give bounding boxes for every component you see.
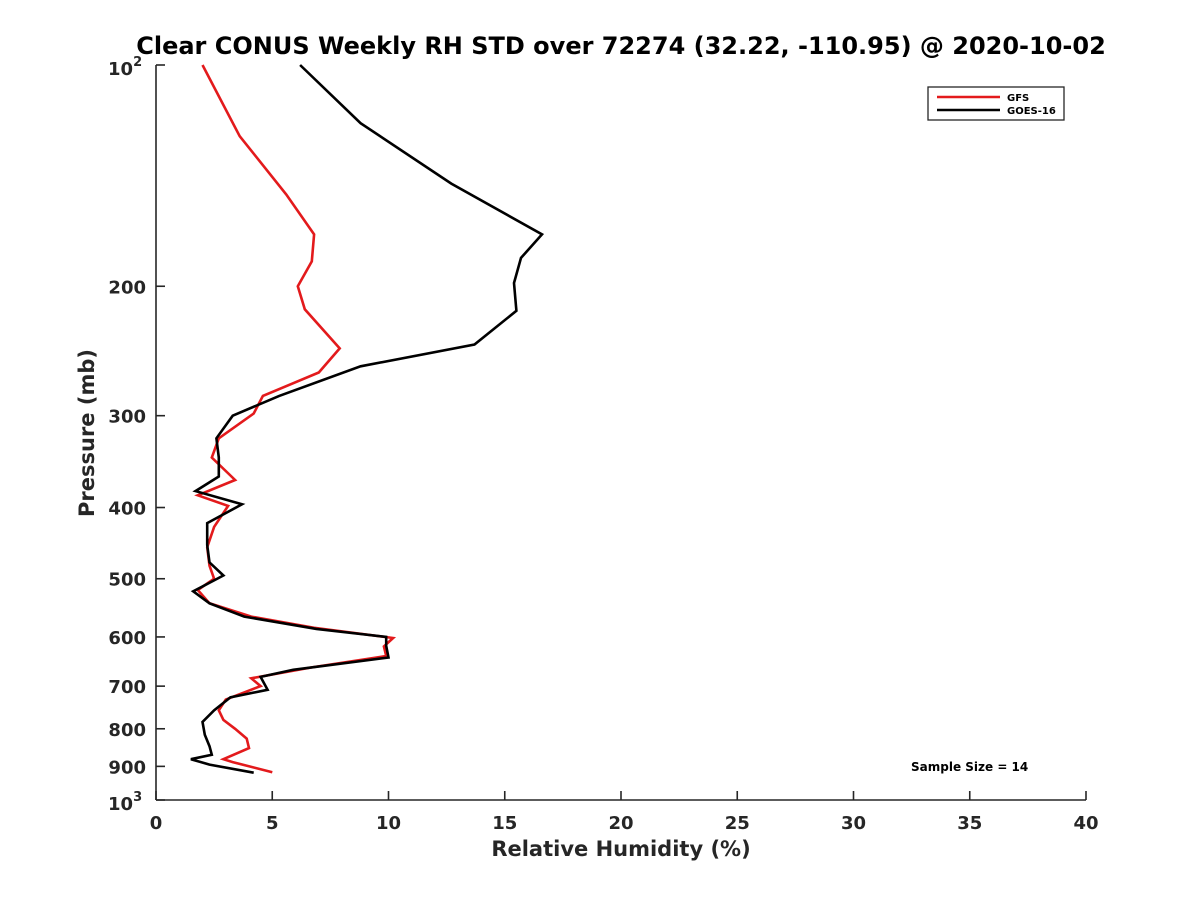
y-tick-label: 700	[108, 677, 146, 698]
y-tick-label: 200	[108, 277, 146, 298]
y-tick-label: 300	[108, 407, 146, 428]
x-tick-label: 25	[725, 813, 750, 834]
y-tick-label: 800	[108, 720, 146, 741]
x-tick-label: 10	[376, 813, 401, 834]
series-lines	[190, 64, 545, 774]
y-axis-label: Pressure (mb)	[75, 349, 99, 517]
legend-label-goes-16: GOES-16	[1007, 106, 1056, 117]
x-tick-label: 15	[492, 813, 517, 834]
y-tick-label-base: 10	[108, 794, 133, 815]
legend-label-gfs: GFS	[1007, 93, 1029, 104]
series-line-gfs	[194, 64, 397, 774]
chart-title: Clear CONUS Weekly RH STD over 72274 (32…	[136, 32, 1106, 60]
y-tick-label-exponent: 2	[133, 55, 142, 70]
y-tick-label: 102	[108, 55, 142, 80]
legend-box	[927, 86, 1065, 121]
x-tick-label: 0	[150, 813, 163, 834]
series-line-goes-16	[190, 64, 545, 774]
x-tick-label: 30	[841, 813, 866, 834]
y-tick-label-base: 10	[108, 59, 133, 80]
legend: GFS GOES-16	[927, 86, 1065, 121]
x-tick-label: 5	[266, 813, 279, 834]
y-tick-label: 500	[108, 570, 146, 591]
plot-area: 0 5 10 15 20 25 30 35 40 10220030040050060070080…	[108, 55, 1099, 834]
y-tick-label: 900	[108, 757, 146, 778]
x-tick-label: 35	[957, 813, 982, 834]
y-tick-label: 400	[108, 499, 146, 520]
y-tick-label: 103	[108, 790, 142, 815]
y-tick-label: 600	[108, 628, 146, 649]
x-tick-label: 40	[1073, 813, 1098, 834]
x-tick-label: 20	[608, 813, 633, 834]
sample-size-annotation: Sample Size = 14	[911, 760, 1028, 774]
x-ticks: 0 5 10 15 20 25 30 35 40	[150, 791, 1099, 834]
x-axis-label: Relative Humidity (%)	[491, 837, 750, 861]
y-tick-label-exponent: 3	[133, 790, 142, 805]
